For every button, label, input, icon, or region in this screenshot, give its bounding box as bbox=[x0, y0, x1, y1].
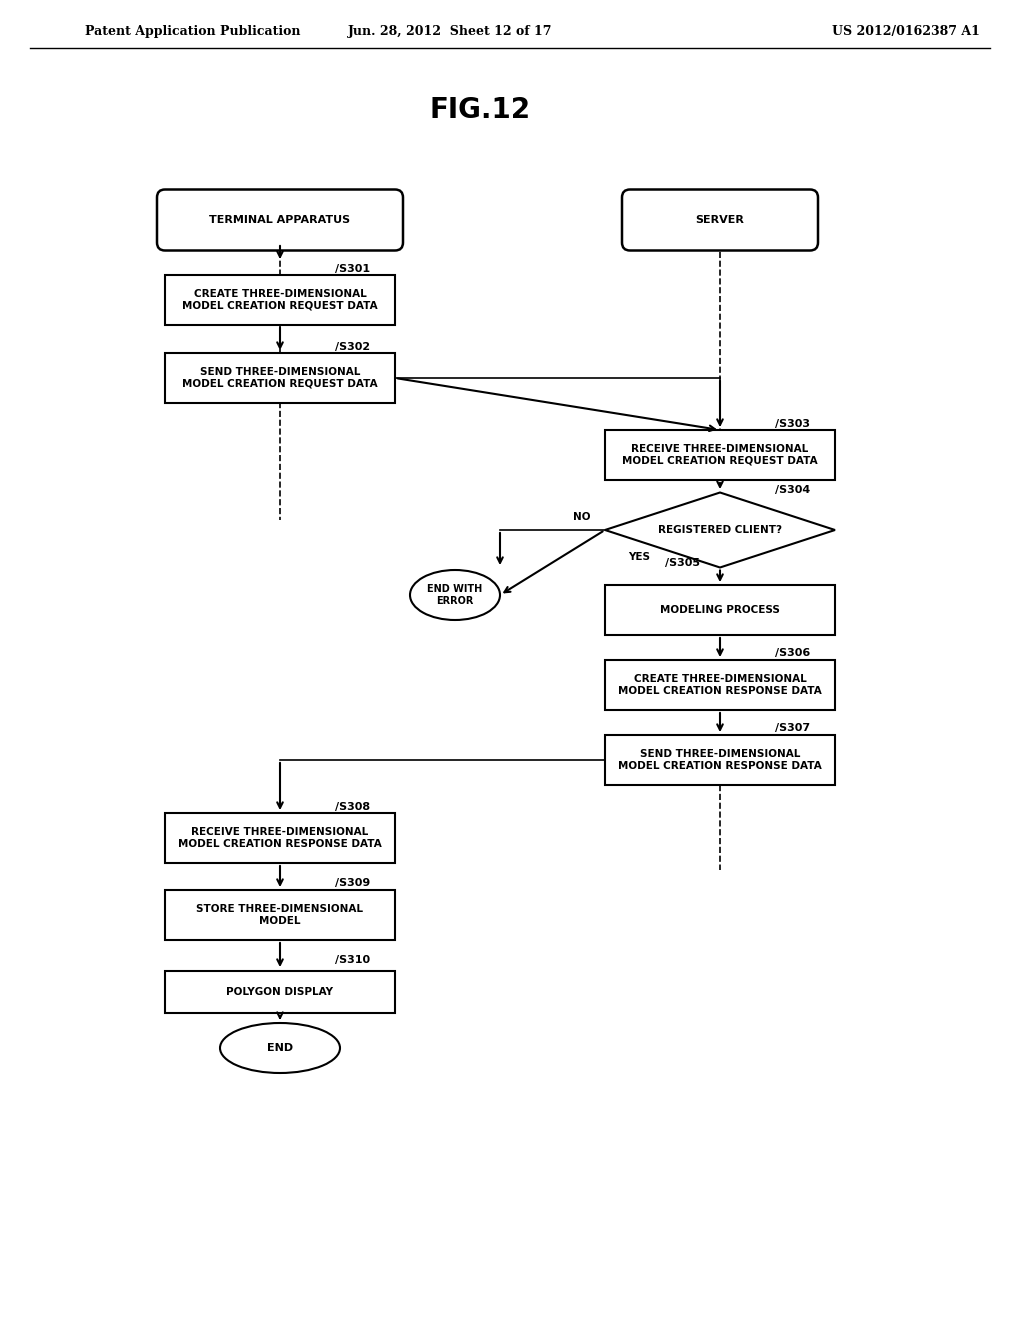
Text: POLYGON DISPLAY: POLYGON DISPLAY bbox=[226, 987, 334, 997]
Text: FIG.12: FIG.12 bbox=[429, 96, 530, 124]
FancyBboxPatch shape bbox=[165, 813, 395, 863]
Text: Jun. 28, 2012  Sheet 12 of 17: Jun. 28, 2012 Sheet 12 of 17 bbox=[348, 25, 552, 38]
FancyBboxPatch shape bbox=[605, 585, 835, 635]
Text: TERMINAL APPARATUS: TERMINAL APPARATUS bbox=[210, 215, 350, 224]
Text: /S310: /S310 bbox=[335, 954, 370, 965]
Text: NO: NO bbox=[572, 512, 590, 521]
Text: /S302: /S302 bbox=[335, 342, 370, 352]
FancyBboxPatch shape bbox=[165, 972, 395, 1012]
Ellipse shape bbox=[410, 570, 500, 620]
Text: SEND THREE-DIMENSIONAL
MODEL CREATION REQUEST DATA: SEND THREE-DIMENSIONAL MODEL CREATION RE… bbox=[182, 367, 378, 389]
Text: SEND THREE-DIMENSIONAL
MODEL CREATION RESPONSE DATA: SEND THREE-DIMENSIONAL MODEL CREATION RE… bbox=[618, 750, 822, 771]
FancyBboxPatch shape bbox=[605, 660, 835, 710]
Text: RECEIVE THREE-DIMENSIONAL
MODEL CREATION REQUEST DATA: RECEIVE THREE-DIMENSIONAL MODEL CREATION… bbox=[623, 445, 818, 466]
FancyBboxPatch shape bbox=[622, 190, 818, 251]
Text: Patent Application Publication: Patent Application Publication bbox=[85, 25, 300, 38]
Text: /S309: /S309 bbox=[335, 878, 371, 888]
Text: /S304: /S304 bbox=[775, 484, 810, 495]
Text: YES: YES bbox=[628, 552, 650, 562]
Text: /S307: /S307 bbox=[775, 723, 810, 733]
Ellipse shape bbox=[220, 1023, 340, 1073]
FancyBboxPatch shape bbox=[165, 352, 395, 403]
Text: /S301: /S301 bbox=[335, 264, 370, 275]
Text: END WITH
ERROR: END WITH ERROR bbox=[427, 585, 482, 606]
Text: SERVER: SERVER bbox=[695, 215, 744, 224]
Text: US 2012/0162387 A1: US 2012/0162387 A1 bbox=[833, 25, 980, 38]
Text: CREATE THREE-DIMENSIONAL
MODEL CREATION RESPONSE DATA: CREATE THREE-DIMENSIONAL MODEL CREATION … bbox=[618, 675, 822, 696]
Text: /S306: /S306 bbox=[775, 648, 810, 657]
FancyBboxPatch shape bbox=[605, 735, 835, 785]
FancyBboxPatch shape bbox=[165, 275, 395, 325]
Text: END: END bbox=[267, 1043, 293, 1053]
Text: /S308: /S308 bbox=[335, 803, 370, 812]
FancyBboxPatch shape bbox=[165, 890, 395, 940]
Text: REGISTERED CLIENT?: REGISTERED CLIENT? bbox=[658, 525, 782, 535]
Text: MODELING PROCESS: MODELING PROCESS bbox=[660, 605, 780, 615]
FancyBboxPatch shape bbox=[157, 190, 403, 251]
Text: STORE THREE-DIMENSIONAL
MODEL: STORE THREE-DIMENSIONAL MODEL bbox=[197, 904, 364, 925]
Text: CREATE THREE-DIMENSIONAL
MODEL CREATION REQUEST DATA: CREATE THREE-DIMENSIONAL MODEL CREATION … bbox=[182, 289, 378, 310]
Polygon shape bbox=[605, 492, 835, 568]
Text: RECEIVE THREE-DIMENSIONAL
MODEL CREATION RESPONSE DATA: RECEIVE THREE-DIMENSIONAL MODEL CREATION… bbox=[178, 828, 382, 849]
Text: /S305: /S305 bbox=[665, 558, 700, 568]
FancyBboxPatch shape bbox=[605, 430, 835, 480]
Text: /S303: /S303 bbox=[775, 418, 810, 429]
